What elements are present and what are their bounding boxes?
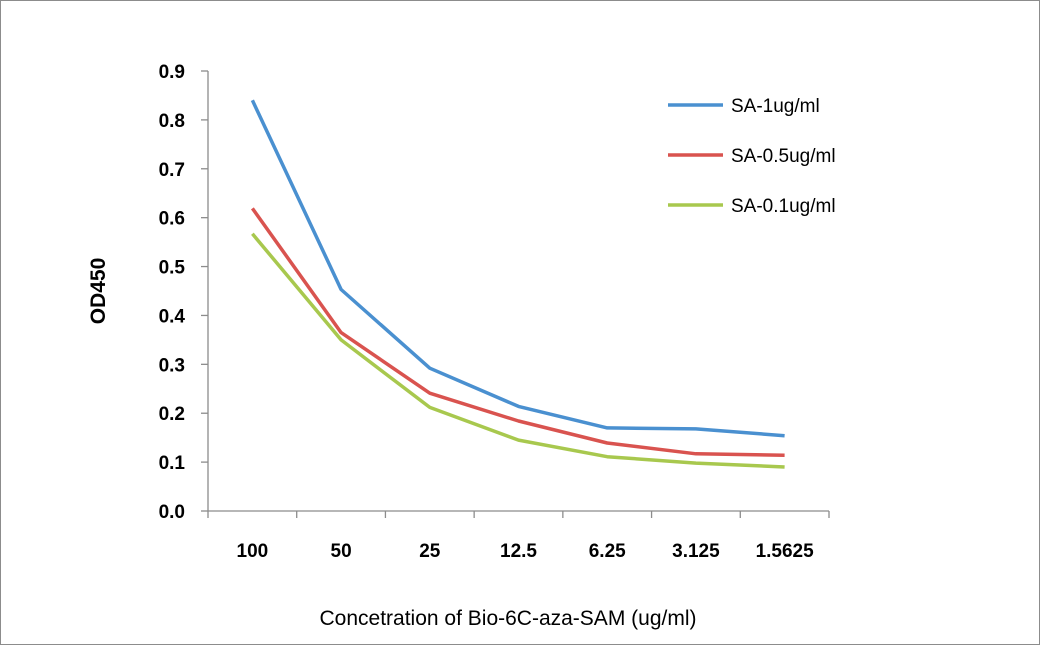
series-line bbox=[251, 232, 785, 469]
y-tick-label: 0.1 bbox=[159, 453, 186, 474]
legend-label: SA-1ug/ml bbox=[731, 96, 820, 117]
x-tick-label: 50 bbox=[331, 541, 352, 562]
x-tick-label: 6.25 bbox=[589, 541, 626, 562]
legend-label: SA-0.5ug/ml bbox=[731, 146, 836, 167]
y-tick-label: 0.4 bbox=[159, 306, 186, 327]
x-tick-label: 3.125 bbox=[672, 541, 720, 562]
x-tick-label: 100 bbox=[237, 541, 269, 562]
y-axis: 0.0 0.1 0.2 0.3 0.4 0.5 0.6 0.7 0.8 0.9 bbox=[159, 62, 209, 523]
x-axis-title: Concetration of Bio-6C-aza-SAM (ug/ml) bbox=[320, 607, 697, 630]
x-tick-label: 25 bbox=[419, 541, 441, 562]
legend-label: SA-0.1ug/ml bbox=[731, 196, 836, 217]
y-tick-label: 0.6 bbox=[159, 209, 185, 230]
y-axis-title: OD450 bbox=[87, 258, 110, 325]
y-tick-label: 0.2 bbox=[159, 404, 185, 425]
y-tick-label: 0.7 bbox=[159, 160, 185, 181]
y-tick-label: 0.9 bbox=[159, 62, 185, 83]
y-tick-label: 0.5 bbox=[159, 258, 186, 279]
legend: SA-1ug/ml SA-0.5ug/ml SA-0.1ug/ml bbox=[668, 96, 836, 217]
series-line bbox=[250, 99, 785, 438]
y-tick-label: 0.3 bbox=[159, 355, 185, 376]
x-tick-label: 1.5625 bbox=[756, 541, 815, 562]
series-lines bbox=[250, 99, 785, 469]
y-tick-label: 0.8 bbox=[159, 111, 185, 132]
series-line bbox=[250, 207, 785, 458]
y-tick-label: 0.0 bbox=[159, 502, 185, 523]
x-tick-label: 12.5 bbox=[500, 541, 537, 562]
x-axis: 100 50 25 12.5 6.25 3.125 1.5625 bbox=[207, 510, 830, 562]
